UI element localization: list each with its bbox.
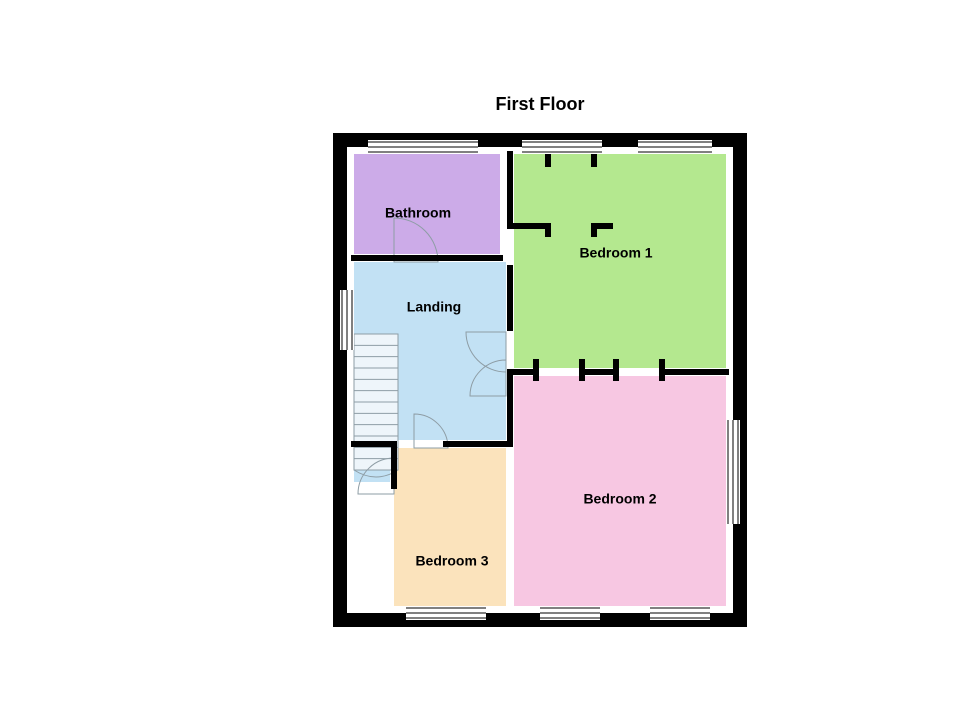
label-bathroom: Bathroom <box>385 205 451 221</box>
label-bedroom3: Bedroom 3 <box>415 553 488 569</box>
room-bedroom3 <box>394 448 506 606</box>
label-landing: Landing <box>407 299 461 315</box>
label-bedroom1: Bedroom 1 <box>579 245 652 261</box>
floorplan-svg: First Floor Bathroom Bedroom 1 Landing Bedro… <box>0 0 980 712</box>
rooms-group <box>354 154 726 606</box>
floor-title: First Floor <box>496 94 585 114</box>
label-bedroom2: Bedroom 2 <box>583 491 656 507</box>
room-bedroom1 <box>514 154 726 368</box>
